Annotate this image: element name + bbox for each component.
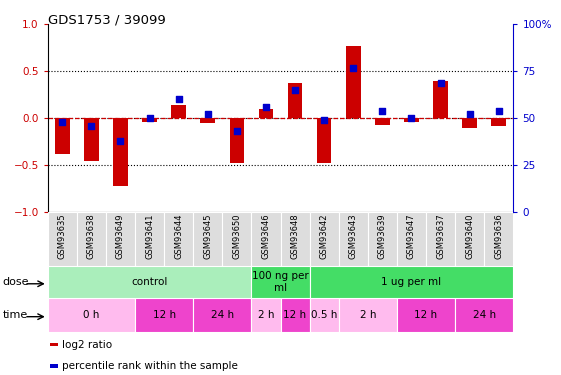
Bar <box>339 298 397 332</box>
Text: 0.5 h: 0.5 h <box>311 310 337 320</box>
Bar <box>251 266 310 298</box>
Text: GSM93635: GSM93635 <box>58 213 67 259</box>
Text: dose: dose <box>3 277 29 287</box>
Bar <box>55 118 70 154</box>
Text: 12 h: 12 h <box>415 310 438 320</box>
Bar <box>346 46 361 118</box>
Text: GDS1753 / 39099: GDS1753 / 39099 <box>48 13 165 26</box>
Text: 2 h: 2 h <box>360 310 376 320</box>
Point <box>116 138 125 144</box>
Text: GSM93636: GSM93636 <box>494 213 503 259</box>
Bar <box>368 212 397 266</box>
Text: GSM93644: GSM93644 <box>174 213 183 259</box>
Point <box>320 117 329 123</box>
Text: 24 h: 24 h <box>211 310 234 320</box>
Bar <box>106 212 135 266</box>
Bar <box>397 298 455 332</box>
Text: 1 ug per ml: 1 ug per ml <box>381 277 442 287</box>
Bar <box>280 212 310 266</box>
Bar <box>200 118 215 123</box>
Text: GSM93638: GSM93638 <box>87 213 96 259</box>
Point <box>87 123 96 129</box>
Text: GSM93647: GSM93647 <box>407 213 416 259</box>
Point <box>261 104 270 110</box>
Bar <box>77 212 106 266</box>
Bar <box>259 109 273 118</box>
Bar <box>193 212 222 266</box>
Bar <box>50 364 58 368</box>
Point <box>494 108 503 114</box>
Text: GSM93646: GSM93646 <box>261 213 270 259</box>
Text: GSM93642: GSM93642 <box>320 213 329 259</box>
Bar <box>310 298 339 332</box>
Bar <box>491 118 506 126</box>
Bar <box>229 118 244 163</box>
Bar <box>455 298 513 332</box>
Text: GSM93645: GSM93645 <box>203 213 212 259</box>
Bar <box>251 298 280 332</box>
Text: 24 h: 24 h <box>473 310 496 320</box>
Bar <box>135 298 193 332</box>
Point <box>58 119 67 125</box>
Bar <box>50 343 58 346</box>
Bar <box>164 212 193 266</box>
Bar <box>397 212 426 266</box>
Point <box>145 115 154 121</box>
Bar <box>484 212 513 266</box>
Bar <box>288 82 302 118</box>
Text: GSM93650: GSM93650 <box>232 213 241 259</box>
Text: GSM93648: GSM93648 <box>291 213 300 259</box>
Text: 0 h: 0 h <box>83 310 99 320</box>
Point <box>436 80 445 86</box>
Point <box>465 111 474 117</box>
Text: percentile rank within the sample: percentile rank within the sample <box>62 361 238 371</box>
Bar <box>280 298 310 332</box>
Bar <box>48 266 251 298</box>
Point <box>407 115 416 121</box>
Text: 100 ng per
ml: 100 ng per ml <box>252 272 309 293</box>
Bar <box>84 118 99 161</box>
Bar <box>222 212 251 266</box>
Point <box>232 128 241 134</box>
Text: 12 h: 12 h <box>153 310 176 320</box>
Bar <box>404 118 419 122</box>
Bar <box>310 266 513 298</box>
Point <box>203 111 212 117</box>
Bar <box>48 212 77 266</box>
Bar <box>193 298 251 332</box>
Bar <box>251 212 280 266</box>
Text: GSM93639: GSM93639 <box>378 213 387 259</box>
Text: 12 h: 12 h <box>283 310 307 320</box>
Text: GSM93643: GSM93643 <box>349 213 358 259</box>
Bar <box>113 118 128 186</box>
Text: 2 h: 2 h <box>257 310 274 320</box>
Text: control: control <box>131 277 168 287</box>
Bar <box>375 118 390 124</box>
Point <box>174 96 183 102</box>
Bar <box>48 298 135 332</box>
Bar <box>310 212 339 266</box>
Bar <box>339 212 368 266</box>
Text: log2 ratio: log2 ratio <box>62 339 112 350</box>
Bar <box>462 118 477 128</box>
Bar <box>171 105 186 118</box>
Text: time: time <box>3 310 28 320</box>
Text: GSM93640: GSM93640 <box>465 213 474 259</box>
Point <box>378 108 387 114</box>
Bar <box>455 212 484 266</box>
Text: GSM93649: GSM93649 <box>116 213 125 259</box>
Bar <box>317 118 332 163</box>
Text: GSM93641: GSM93641 <box>145 213 154 259</box>
Bar <box>135 212 164 266</box>
Bar <box>433 81 448 118</box>
Point <box>291 87 300 93</box>
Text: GSM93637: GSM93637 <box>436 213 445 259</box>
Bar <box>142 118 157 122</box>
Point <box>349 64 358 70</box>
Bar <box>426 212 455 266</box>
